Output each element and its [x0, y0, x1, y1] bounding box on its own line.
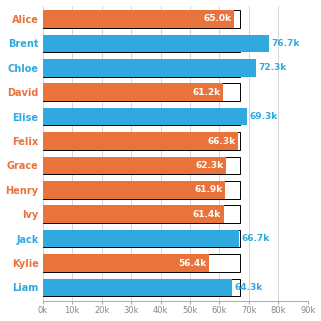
Bar [43, 83, 223, 101]
Bar [43, 10, 234, 28]
Bar [43, 181, 240, 199]
Bar [43, 279, 232, 296]
Bar [43, 230, 240, 247]
Bar [43, 59, 256, 77]
Bar [43, 157, 226, 174]
Text: 61.4k: 61.4k [193, 210, 221, 219]
Bar [43, 230, 239, 247]
Bar [43, 181, 225, 199]
Text: 62.3k: 62.3k [196, 161, 224, 170]
Text: 66.7k: 66.7k [241, 234, 270, 243]
Bar [43, 83, 240, 101]
Bar [43, 132, 238, 150]
Bar [43, 279, 240, 296]
Text: 56.4k: 56.4k [178, 258, 206, 268]
Bar [43, 205, 240, 223]
Text: 65.0k: 65.0k [204, 14, 232, 23]
Bar [43, 254, 209, 272]
Bar [43, 59, 240, 77]
Text: 72.3k: 72.3k [258, 63, 286, 72]
Bar [43, 254, 240, 272]
Bar [43, 108, 240, 126]
Text: 61.2k: 61.2k [193, 88, 221, 97]
Bar [43, 35, 269, 52]
Text: 66.3k: 66.3k [207, 136, 236, 145]
Text: 64.3k: 64.3k [234, 283, 263, 292]
Bar [43, 132, 240, 150]
Bar [43, 10, 240, 28]
Text: 61.9k: 61.9k [195, 185, 223, 194]
Bar [43, 35, 240, 52]
Bar [43, 157, 240, 174]
Text: 76.7k: 76.7k [271, 39, 299, 48]
Bar [43, 108, 247, 126]
Text: 69.3k: 69.3k [249, 112, 277, 121]
Bar [43, 205, 223, 223]
